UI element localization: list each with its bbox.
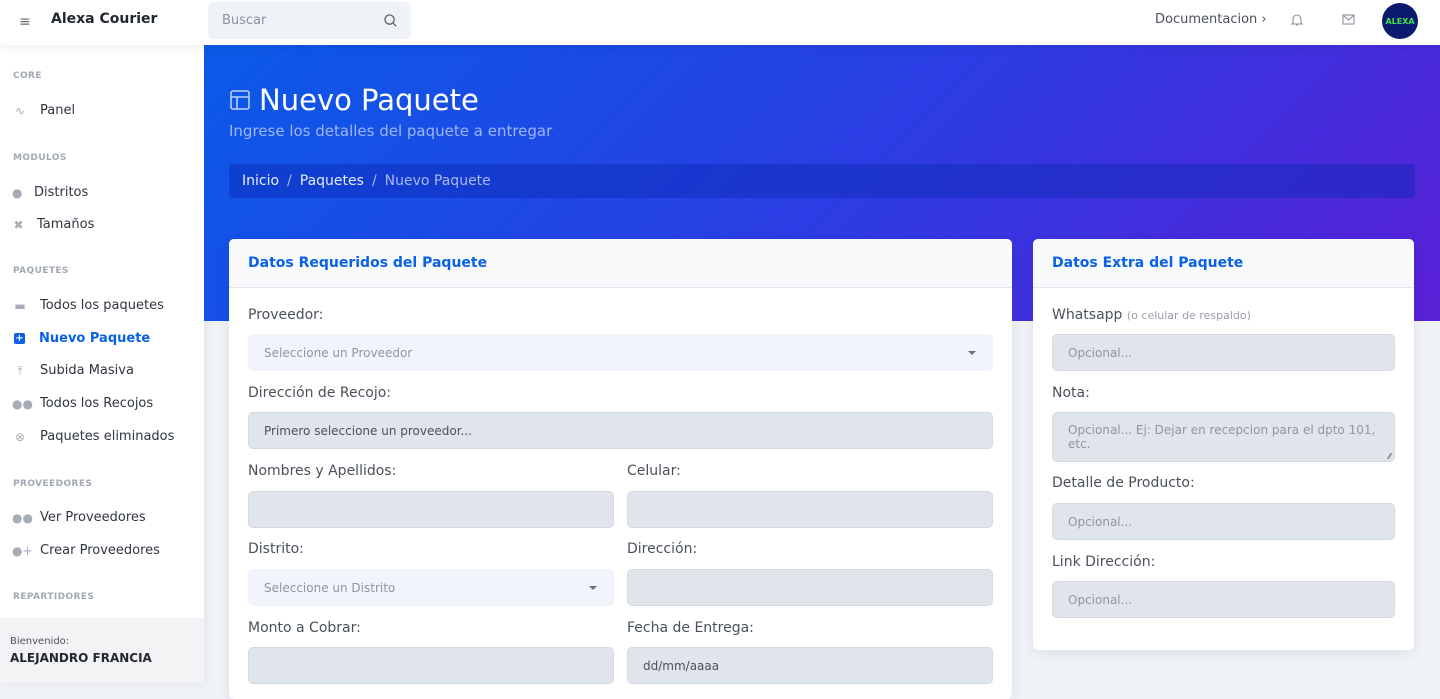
- page-title: Nuevo Paquete: [229, 83, 479, 117]
- distrito-value: Seleccione un Distrito: [264, 580, 396, 595]
- sidebar-footer: Bienvenido: ALEJANDRO FRANCIA: [0, 618, 204, 683]
- user-name: ALEJANDRO FRANCIA: [10, 651, 152, 665]
- sidebar-item-eliminados[interactable]: ⊗ Paquetes eliminados: [12, 429, 174, 444]
- detalle-placeholder: Opcional...: [1068, 514, 1133, 529]
- topbar: ≡ Alexa Courier Buscar Documentacion › A…: [0, 0, 1440, 45]
- sidebar-item-label: Paquetes eliminados: [40, 429, 175, 444]
- whatsapp-label-text: Whatsapp: [1052, 307, 1123, 323]
- sidebar-item-distritos[interactable]: ● Distritos: [12, 185, 88, 200]
- sidebar-item-nuevo-paquete[interactable]: + Nuevo Paquete: [12, 331, 150, 346]
- layout-icon: [230, 90, 250, 110]
- breadcrumb: Inicio / Paquetes / Nuevo Paquete: [229, 164, 1415, 198]
- welcome-label: Bienvenido:: [10, 636, 70, 647]
- card-title: Datos Requeridos del Paquete: [229, 239, 1012, 288]
- user-plus-icon: ●+: [12, 543, 33, 558]
- search-placeholder: Buscar: [222, 13, 267, 28]
- mail-icon[interactable]: [1342, 14, 1355, 25]
- celular-label: Celular:: [627, 463, 681, 479]
- section-core: CORE: [13, 71, 42, 81]
- nota-label: Nota:: [1052, 385, 1090, 401]
- sidebar: CORE ∿ Panel MODULOS ● Distritos ✖ Tamaños …: [0, 45, 204, 683]
- direccion-label: Dirección:: [627, 541, 698, 557]
- sidebar-item-label: Todos los paquetes: [40, 298, 164, 313]
- whatsapp-label: Whatsapp (o celular de respaldo): [1052, 307, 1251, 323]
- users-icon: ●●: [12, 396, 33, 411]
- section-paquetes: PAQUETES: [13, 266, 69, 276]
- nota-textarea[interactable]: Opcional... Ej: Dejar en recepcion para …: [1052, 412, 1395, 462]
- distrito-select[interactable]: Seleccione un Distrito: [248, 569, 614, 606]
- monto-label: Monto a Cobrar:: [248, 620, 361, 636]
- sidebar-item-label: Panel: [40, 103, 76, 118]
- breadcrumb-current: Nuevo Paquete: [384, 173, 491, 189]
- whatsapp-input[interactable]: Opcional...: [1052, 334, 1395, 371]
- extra-data-card: Datos Extra del Paquete Whatsapp (o celu…: [1033, 239, 1414, 650]
- breadcrumb-paquetes[interactable]: Paquetes: [299, 173, 364, 189]
- whatsapp-placeholder: Opcional...: [1068, 345, 1133, 360]
- sidebar-item-subida-masiva[interactable]: ⤒ Subida Masiva: [12, 363, 134, 378]
- sidebar-item-label: Ver Proveedores: [40, 510, 146, 525]
- plus-square-icon: +: [14, 333, 25, 344]
- page-subtitle: Ingrese los detalles del paquete a entre…: [229, 122, 553, 140]
- upload-icon: ⤒: [17, 363, 23, 378]
- sidebar-item-crear-proveedores[interactable]: ●+ Crear Proveedores: [12, 543, 160, 558]
- nota-placeholder: Opcional... Ej: Dejar en recepcion para …: [1068, 423, 1376, 451]
- fecha-placeholder: dd/mm/aaaa: [643, 658, 720, 673]
- sidebar-item-tamanos[interactable]: ✖ Tamaños: [12, 217, 94, 232]
- monto-input[interactable]: [248, 647, 614, 684]
- section-proveedores: PROVEEDORES: [13, 479, 93, 489]
- expand-icon: ✖: [13, 217, 24, 232]
- recojo-value: Primero seleccione un proveedor...: [264, 423, 472, 438]
- x-circle-icon: ⊗: [14, 429, 26, 444]
- activity-icon: ∿: [14, 103, 26, 118]
- bell-icon[interactable]: [1290, 13, 1304, 27]
- sidebar-item-ver-proveedores[interactable]: ●● Ver Proveedores: [12, 510, 146, 525]
- map-pin-icon: ●: [12, 185, 23, 200]
- documentation-link[interactable]: Documentacion ›: [1155, 12, 1267, 27]
- proveedor-label: Proveedor:: [248, 307, 324, 323]
- card-title: Datos Extra del Paquete: [1033, 239, 1414, 288]
- link-input[interactable]: Opcional...: [1052, 581, 1395, 618]
- detalle-label: Detalle de Producto:: [1052, 475, 1195, 491]
- distrito-label: Distrito:: [248, 541, 304, 557]
- menu-icon[interactable]: ≡: [19, 14, 31, 30]
- detalle-input[interactable]: Opcional...: [1052, 503, 1395, 540]
- required-data-card: Datos Requeridos del Paquete Proveedor: …: [229, 239, 1012, 699]
- breadcrumb-inicio[interactable]: Inicio: [242, 173, 280, 189]
- sidebar-item-panel[interactable]: ∿ Panel: [12, 103, 75, 118]
- celular-input[interactable]: [627, 491, 993, 528]
- proveedor-value: Seleccione un Proveedor: [264, 345, 413, 360]
- brand[interactable]: Alexa Courier: [51, 11, 158, 27]
- nombres-input[interactable]: [248, 491, 614, 528]
- avatar-logo: ALEXA: [1385, 16, 1415, 26]
- recojo-input[interactable]: Primero seleccione un proveedor...: [248, 412, 993, 449]
- page-title-text: Nuevo Paquete: [259, 83, 479, 117]
- sidebar-item-label: Distritos: [34, 185, 89, 200]
- link-label: Link Dirección:: [1052, 554, 1156, 570]
- link-placeholder: Opcional...: [1068, 592, 1133, 607]
- users-icon: ●●: [12, 510, 33, 525]
- boxes-icon: ▬: [14, 298, 26, 313]
- recojo-label: Dirección de Recojo:: [248, 385, 392, 401]
- section-repartidores: REPARTIDORES: [13, 592, 95, 602]
- sidebar-item-todos-paquetes[interactable]: ▬ Todos los paquetes: [12, 298, 164, 313]
- sidebar-item-label: Nuevo Paquete: [39, 331, 151, 346]
- sidebar-item-label: Todos los Recojos: [40, 396, 154, 411]
- sidebar-item-label: Subida Masiva: [40, 363, 134, 378]
- fecha-input[interactable]: dd/mm/aaaa: [627, 647, 993, 684]
- avatar[interactable]: ALEXA: [1382, 3, 1418, 39]
- sidebar-item-label: Crear Proveedores: [40, 543, 160, 558]
- sidebar-item-label: Tamaños: [37, 217, 95, 232]
- search-input[interactable]: Buscar: [208, 2, 411, 39]
- whatsapp-hint: (o celular de respaldo): [1126, 309, 1251, 322]
- section-modulos: MODULOS: [13, 153, 67, 163]
- search-icon[interactable]: [384, 14, 397, 27]
- direccion-input[interactable]: [627, 569, 993, 606]
- fecha-label: Fecha de Entrega:: [627, 620, 754, 636]
- sidebar-item-recojos[interactable]: ●● Todos los Recojos: [12, 396, 153, 411]
- nombres-label: Nombres y Apellidos:: [248, 463, 397, 479]
- proveedor-select[interactable]: Seleccione un Proveedor: [248, 334, 993, 371]
